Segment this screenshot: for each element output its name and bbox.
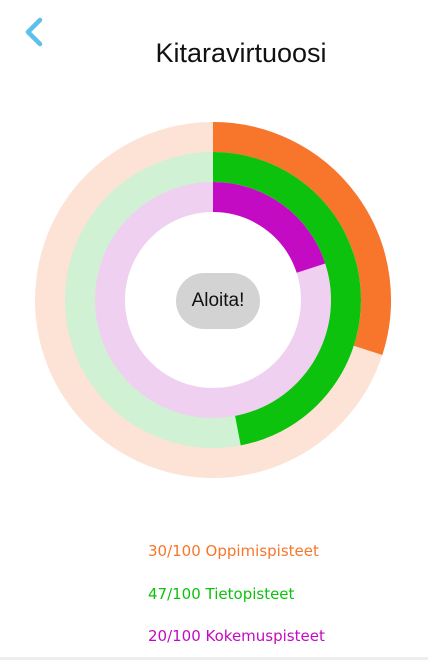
start-button[interactable]: Aloita! — [176, 273, 260, 329]
bottom-divider — [0, 657, 428, 660]
page-title: Kitaravirtuoosi — [155, 38, 327, 68]
tieto-arc — [212, 152, 361, 446]
back-button[interactable] — [16, 12, 52, 52]
oppimis-arc — [212, 122, 391, 355]
tietopisteet-stat: 47/100 Tietopisteet — [148, 585, 295, 603]
kokemus-arc — [212, 182, 326, 274]
oppimispisteet-stat: 30/100 Oppimispisteet — [148, 542, 319, 560]
chevron-left-icon — [25, 17, 43, 47]
kokemuspisteet-stat: 20/100 Kokemuspisteet — [148, 627, 325, 645]
progress-rings — [35, 122, 391, 478]
